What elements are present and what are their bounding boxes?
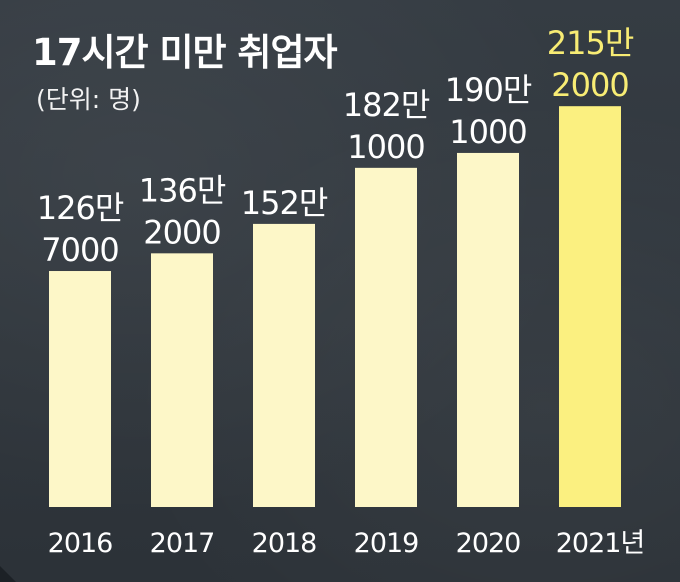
bar-1 [151,253,213,507]
bar-2 [253,223,315,507]
x-tick-label-0: 2016 [48,528,113,559]
corner-mark [0,566,16,582]
bar-5 [559,106,621,507]
value-label-2-0: 152만 [241,184,328,222]
value-label-1-0: 136만 [139,171,226,209]
value-label-5-1: 2000 [551,66,628,104]
value-label-4-1: 1000 [449,113,526,151]
value-label-5-0: 215만 [547,24,634,62]
value-label-3-1: 1000 [347,128,424,166]
value-label-3-0: 182만 [343,86,430,124]
chart-subtitle: (단위: 명) [36,85,141,114]
chart-title: 17시간 미만 취업자 [32,31,338,74]
value-label-1-1: 2000 [143,213,220,251]
value-label-4-0: 190만 [445,71,532,109]
x-tick-label-1: 2017 [150,528,215,559]
value-label-0-1: 7000 [41,231,118,269]
bar-0 [49,271,111,507]
bar-4 [457,152,519,507]
x-tick-label-2: 2018 [252,528,317,559]
x-tick-label-4: 2020 [456,528,521,559]
bar-3 [355,167,417,507]
x-tick-label-5: 2021년 [556,528,645,559]
value-label-0-0: 126만 [37,189,124,227]
x-tick-label-3: 2019 [354,528,419,559]
